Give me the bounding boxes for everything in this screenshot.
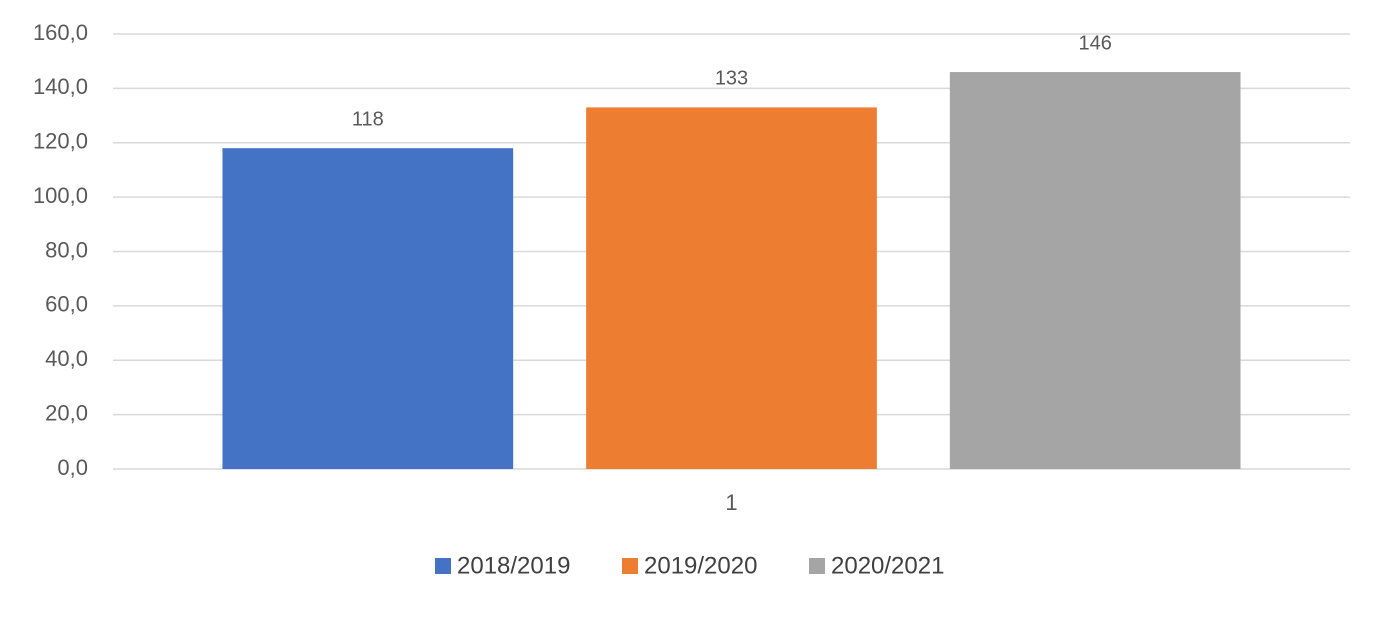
legend-swatch — [622, 558, 638, 574]
legend-label: 2018/2019 — [457, 552, 570, 579]
y-tick-label: 120,0 — [33, 129, 88, 154]
y-tick-label: 100,0 — [33, 183, 88, 208]
bar — [586, 107, 877, 469]
y-tick-label: 80,0 — [45, 237, 88, 262]
legend-label: 2019/2020 — [644, 552, 757, 579]
legend-swatch — [435, 558, 451, 574]
legend-swatch — [809, 558, 825, 574]
y-tick-label: 20,0 — [45, 400, 88, 425]
y-tick-label: 160,0 — [33, 20, 88, 45]
value-label: 133 — [715, 68, 748, 90]
legend-label: 2020/2021 — [831, 552, 944, 579]
y-tick-label: 0,0 — [57, 455, 88, 480]
y-tick-label: 140,0 — [33, 74, 88, 99]
value-label: 146 — [1078, 32, 1111, 54]
bar — [949, 72, 1241, 469]
y-tick-label: 40,0 — [45, 346, 88, 371]
value-label: 118 — [352, 108, 384, 130]
x-tick-label: 1 — [725, 490, 737, 515]
y-tick-label: 60,0 — [45, 292, 88, 317]
bar — [222, 148, 514, 469]
